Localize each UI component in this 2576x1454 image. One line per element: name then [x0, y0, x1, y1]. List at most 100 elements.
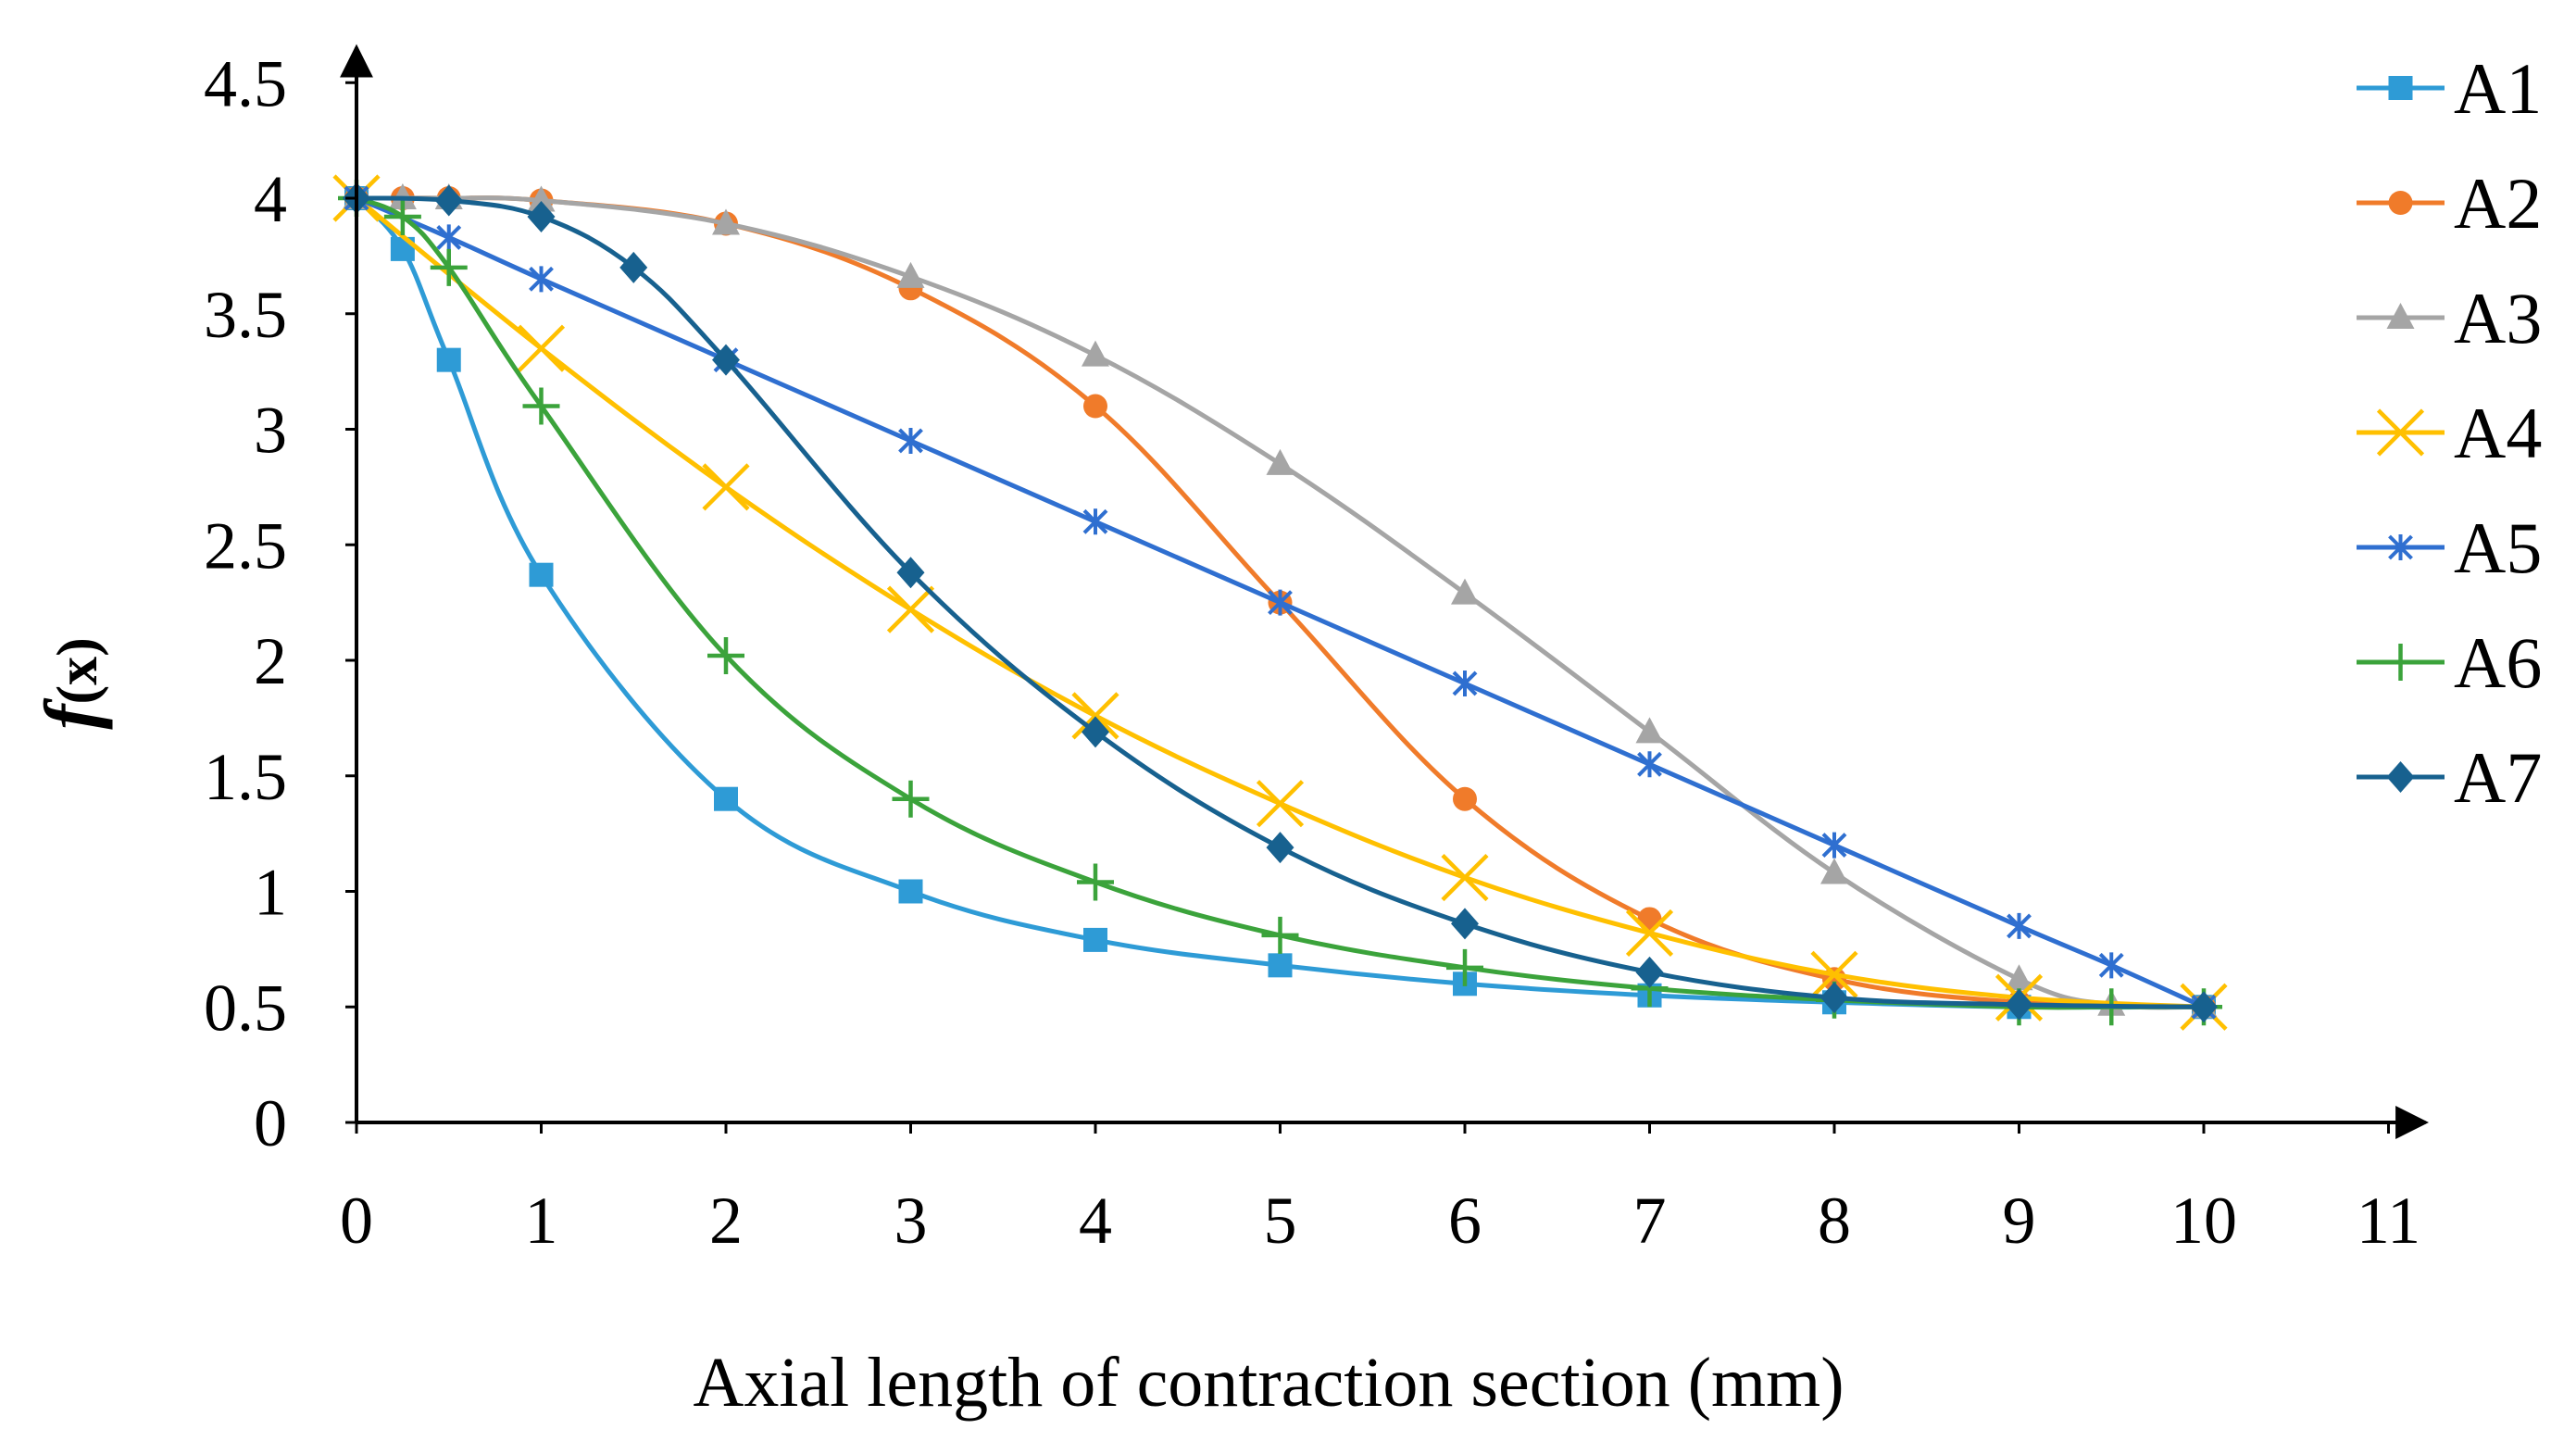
legend-marker	[2388, 76, 2413, 100]
y-tick-label: 4	[254, 162, 287, 236]
legend-item-A5: A5	[2357, 508, 2542, 588]
legend-label: A2	[2454, 163, 2542, 244]
data-point-A5	[1082, 508, 1108, 535]
data-point-A5	[2098, 952, 2124, 979]
legend-label: A4	[2454, 393, 2542, 473]
legend-item-A6: A6	[2357, 622, 2542, 703]
y-tick-label: 3	[254, 394, 287, 468]
y-tick-label: 0.5	[204, 971, 287, 1045]
data-point-A4	[886, 585, 935, 633]
data-point-A1	[1268, 953, 1293, 978]
legend-marker	[2382, 644, 2420, 681]
data-point-A3	[1635, 717, 1664, 744]
legend-marker	[2376, 408, 2425, 457]
x-tick-label: 5	[1264, 1184, 1297, 1258]
y-tick-label: 3.5	[204, 278, 287, 352]
data-point-A3	[1082, 340, 1109, 367]
series-A4	[332, 174, 2228, 1031]
data-point-A4	[1071, 692, 1119, 740]
data-point-A6	[430, 248, 468, 286]
data-point-A6	[1077, 863, 1114, 901]
data-point-A1	[898, 879, 923, 904]
legend: A1 A2 A3 A4 A5 A6 A7	[2357, 48, 2542, 818]
x-tick-label: 8	[1818, 1184, 1851, 1258]
legend-item-A3: A3	[2357, 278, 2542, 358]
data-point-A3	[1451, 578, 1479, 605]
x-tick-label: 10	[2170, 1184, 2237, 1258]
data-point-A7	[2005, 988, 2033, 1021]
data-point-A1	[714, 786, 738, 811]
data-point-A6	[707, 637, 744, 675]
data-point-A3	[1820, 858, 1848, 884]
data-point-A3	[712, 208, 740, 235]
data-point-A4	[1441, 853, 1489, 902]
data-point-A6	[1446, 948, 1483, 986]
x-tick-label: 11	[2357, 1184, 2420, 1258]
data-point-A6	[1261, 916, 1299, 954]
data-point-A3	[527, 185, 556, 212]
data-point-A6	[892, 780, 930, 818]
y-tick-label: 4.5	[204, 46, 287, 120]
series-A7	[343, 182, 2218, 1023]
data-point-A6	[383, 197, 421, 235]
x-tick-label: 3	[894, 1184, 928, 1258]
y-tick-label: 0	[254, 1086, 287, 1160]
data-point-A5	[1268, 589, 1293, 616]
data-point-A7	[1635, 956, 1664, 988]
data-point-A4	[1810, 950, 1858, 998]
data-point-A1	[436, 347, 461, 372]
data-point-A4	[517, 324, 566, 372]
legend-marker	[2386, 761, 2415, 793]
data-point-A2	[1083, 394, 1107, 419]
data-point-A6	[522, 387, 560, 425]
data-point-A7	[619, 251, 648, 283]
legend-item-A4: A4	[2357, 393, 2542, 473]
legend-label: A7	[2454, 737, 2542, 818]
data-point-A1	[529, 562, 554, 587]
legend-item-A7: A7	[2357, 737, 2542, 818]
x-tick-label: 2	[709, 1184, 743, 1258]
x-axis-title: Axial length of contraction section (mm)	[693, 1344, 1844, 1422]
x-tick-label: 7	[1633, 1184, 1667, 1258]
series-layer	[332, 174, 2228, 1031]
legend-label: A3	[2454, 278, 2542, 358]
data-point-A5	[2007, 912, 2032, 939]
legend-label: A6	[2454, 622, 2542, 703]
data-point-A5	[1452, 670, 1478, 696]
data-point-A5	[1637, 751, 1662, 778]
y-tick-label: 1	[254, 856, 287, 930]
data-point-A3	[896, 261, 925, 288]
data-point-A7	[434, 184, 463, 217]
data-point-A1	[1083, 927, 1107, 952]
data-point-A2	[1637, 907, 1662, 932]
x-tick-label: 6	[1448, 1184, 1482, 1258]
data-point-A7	[1451, 908, 1479, 940]
data-point-A7	[527, 200, 556, 232]
data-point-A7	[1820, 982, 1848, 1014]
data-point-A4	[702, 463, 750, 511]
x-tick-label: 4	[1079, 1184, 1112, 1258]
legend-marker	[2388, 191, 2413, 215]
axes-layer: 0 0.5 1 1.5 2 2.5 3 3.5 4 4.5 0 1 2 3 4 5 6 7 8 9 10 11	[204, 44, 2430, 1258]
x-tick-label: 1	[525, 1184, 558, 1258]
data-point-A7	[1082, 716, 1109, 748]
data-point-A5	[898, 427, 923, 454]
legend-label: A5	[2454, 508, 2542, 588]
y-tick-label: 2.5	[204, 508, 287, 583]
data-point-A3	[1266, 448, 1294, 475]
series-A5	[344, 185, 2217, 1021]
data-point-A4	[1625, 909, 1674, 958]
data-point-A5	[1821, 832, 1847, 859]
x-tick-label: 9	[2003, 1184, 2036, 1258]
legend-marker	[2388, 534, 2413, 560]
data-point-A7	[896, 557, 925, 589]
data-point-A4	[1256, 780, 1305, 828]
legend-item-A1: A1	[2357, 48, 2542, 129]
data-point-A7	[712, 344, 740, 376]
data-point-A3	[2005, 964, 2033, 991]
x-tick-label: 0	[340, 1184, 373, 1258]
data-point-A5	[436, 224, 462, 251]
series-line-A4	[355, 196, 2205, 1009]
legend-marker	[2386, 303, 2415, 329]
